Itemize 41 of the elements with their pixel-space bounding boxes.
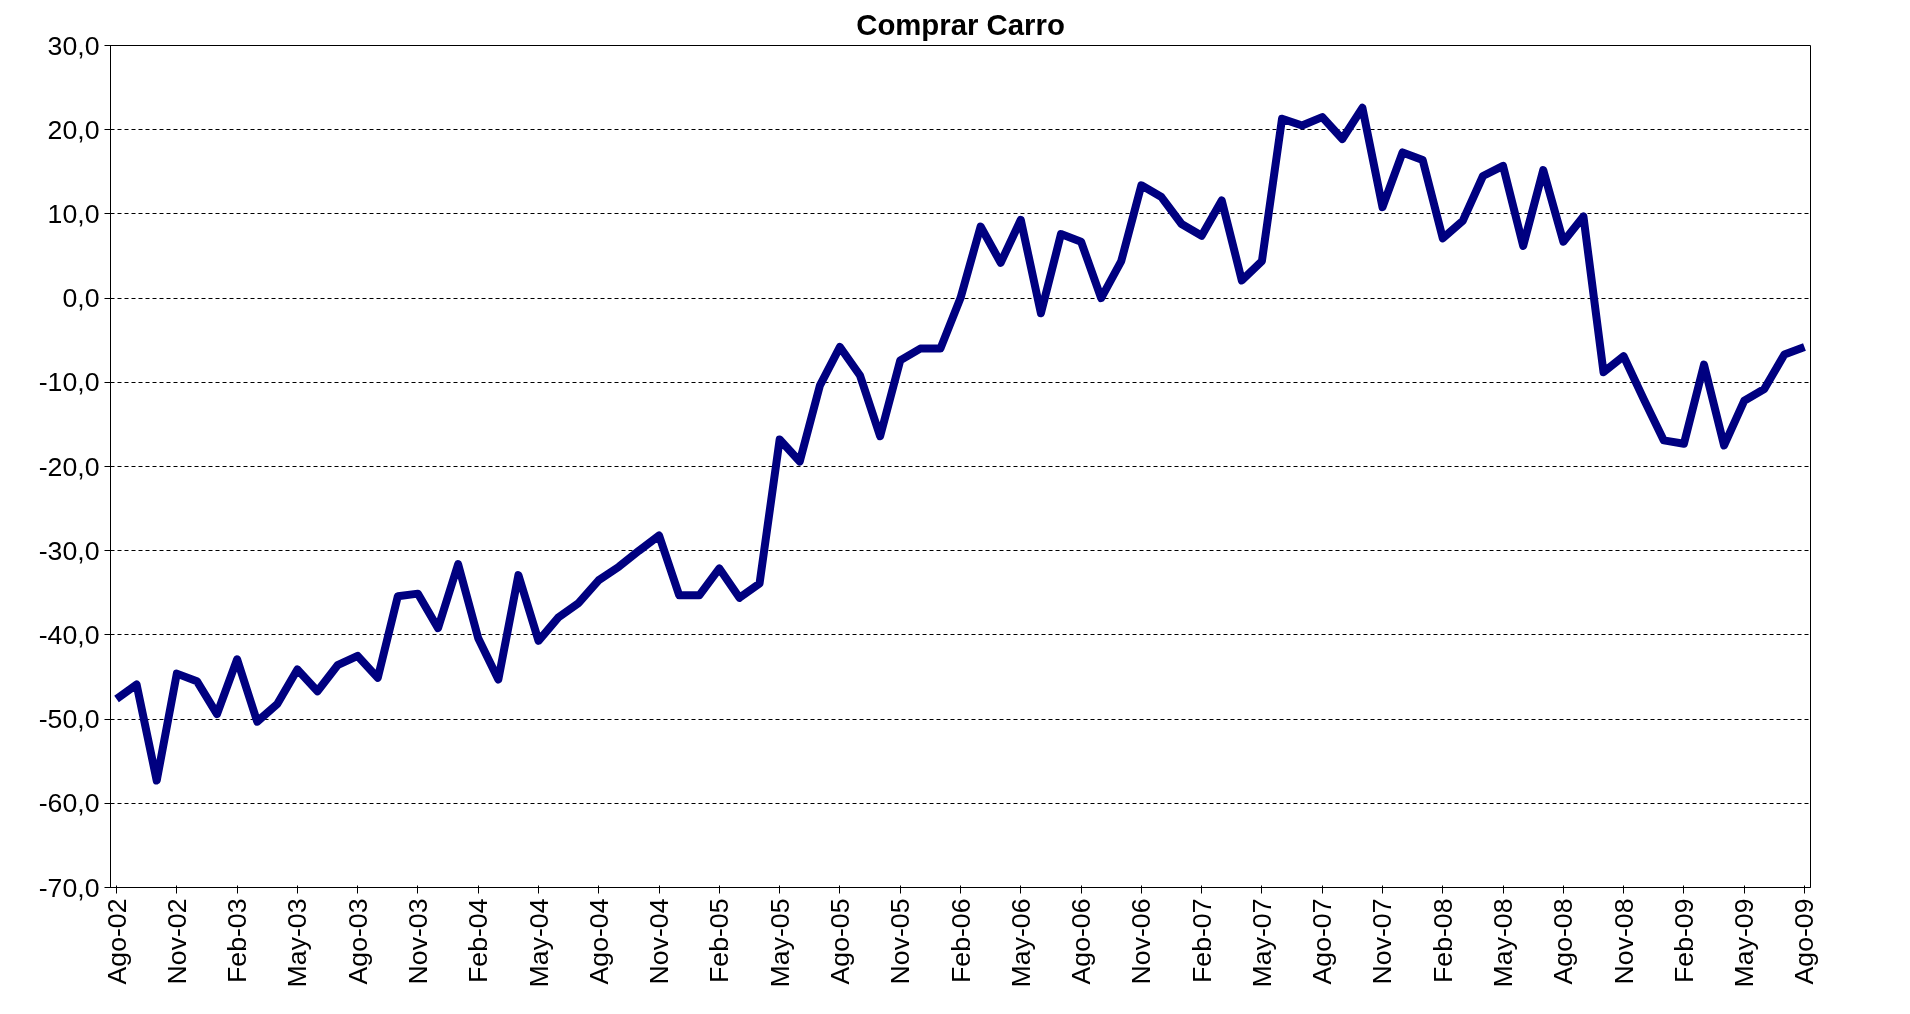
x-tick-label: Ago-03	[342, 898, 373, 985]
y-tick-label: -30,0	[38, 535, 100, 566]
x-tick-label: Nov-05	[885, 898, 916, 985]
x-tick-label: Nov-07	[1367, 898, 1398, 985]
x-tick-label: Nov-08	[1608, 898, 1639, 985]
x-tick-label: Feb-04	[463, 898, 494, 983]
x-tick-label: Ago-04	[583, 898, 614, 985]
y-tick-label: -10,0	[38, 367, 100, 398]
x-tick-label: Feb-07	[1186, 898, 1217, 983]
x-tick-label: Ago-07	[1307, 898, 1338, 985]
x-tick-label: May-05	[764, 898, 795, 988]
y-tick-label: -40,0	[38, 619, 100, 650]
x-tick-label: Ago-02	[101, 898, 132, 985]
y-tick-label: 20,0	[47, 114, 100, 145]
x-tick-label: Ago-05	[824, 898, 855, 985]
x-tick-label: Nov-04	[644, 898, 675, 985]
x-tick-label: Ago-08	[1548, 898, 1579, 985]
x-tick-label: Nov-06	[1126, 898, 1157, 985]
x-tick-label: May-08	[1488, 898, 1519, 988]
x-tick-label: Ago-09	[1789, 898, 1820, 985]
x-tick-label: May-09	[1729, 898, 1760, 988]
y-tick-label: -60,0	[38, 788, 100, 819]
y-tick-label: 10,0	[47, 198, 100, 229]
chart-title: Comprar Carro	[856, 7, 1065, 41]
x-tick-label: Feb-03	[222, 898, 253, 983]
x-tick-label: May-04	[523, 898, 554, 988]
x-tick-label: May-06	[1005, 898, 1036, 988]
x-tick-label: Feb-09	[1668, 898, 1699, 983]
x-tick-label: Feb-06	[945, 898, 976, 983]
x-tick-label: Feb-05	[704, 898, 735, 983]
y-tick-label: -50,0	[38, 704, 100, 735]
y-tick-label: 30,0	[47, 30, 100, 61]
x-tick-label: May-03	[282, 898, 313, 988]
y-tick-label: 0,0	[62, 283, 100, 314]
x-tick-label: May-07	[1246, 898, 1277, 988]
x-tick-label: Nov-02	[161, 898, 192, 985]
x-tick-label: Feb-08	[1427, 898, 1458, 983]
y-tick-label: -20,0	[38, 451, 100, 482]
x-tick-label: Nov-03	[402, 898, 433, 985]
x-tick-label: Ago-06	[1066, 898, 1097, 985]
y-tick-label: -70,0	[38, 872, 100, 903]
